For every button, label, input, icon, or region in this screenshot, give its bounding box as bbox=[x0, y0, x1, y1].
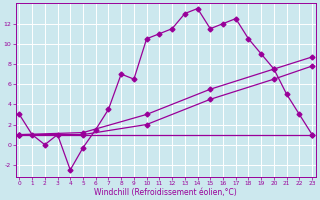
X-axis label: Windchill (Refroidissement éolien,°C): Windchill (Refroidissement éolien,°C) bbox=[94, 188, 237, 197]
